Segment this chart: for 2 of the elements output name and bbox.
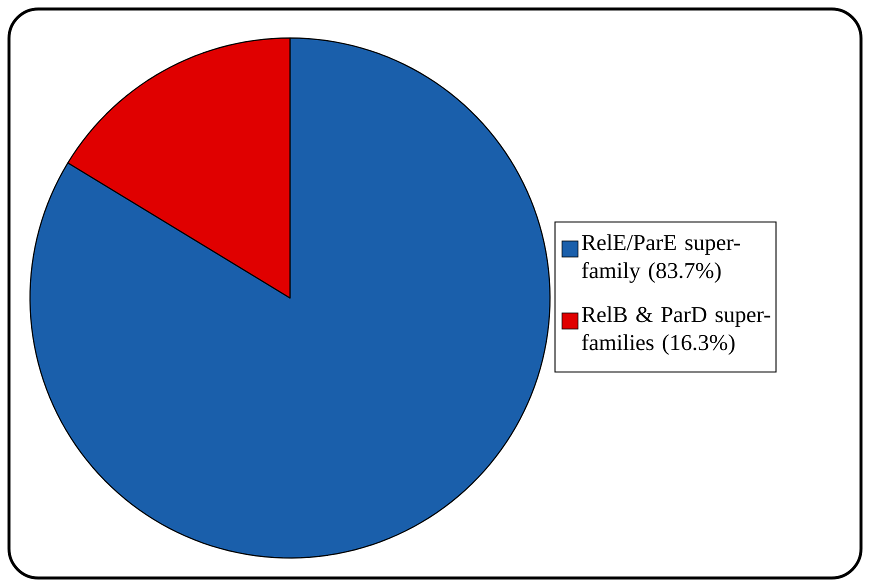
legend-label: RelB & ParD super-families (16.3%) [582,306,770,355]
legend-label: RelE/ParE super-family (83.7%) [582,234,740,283]
